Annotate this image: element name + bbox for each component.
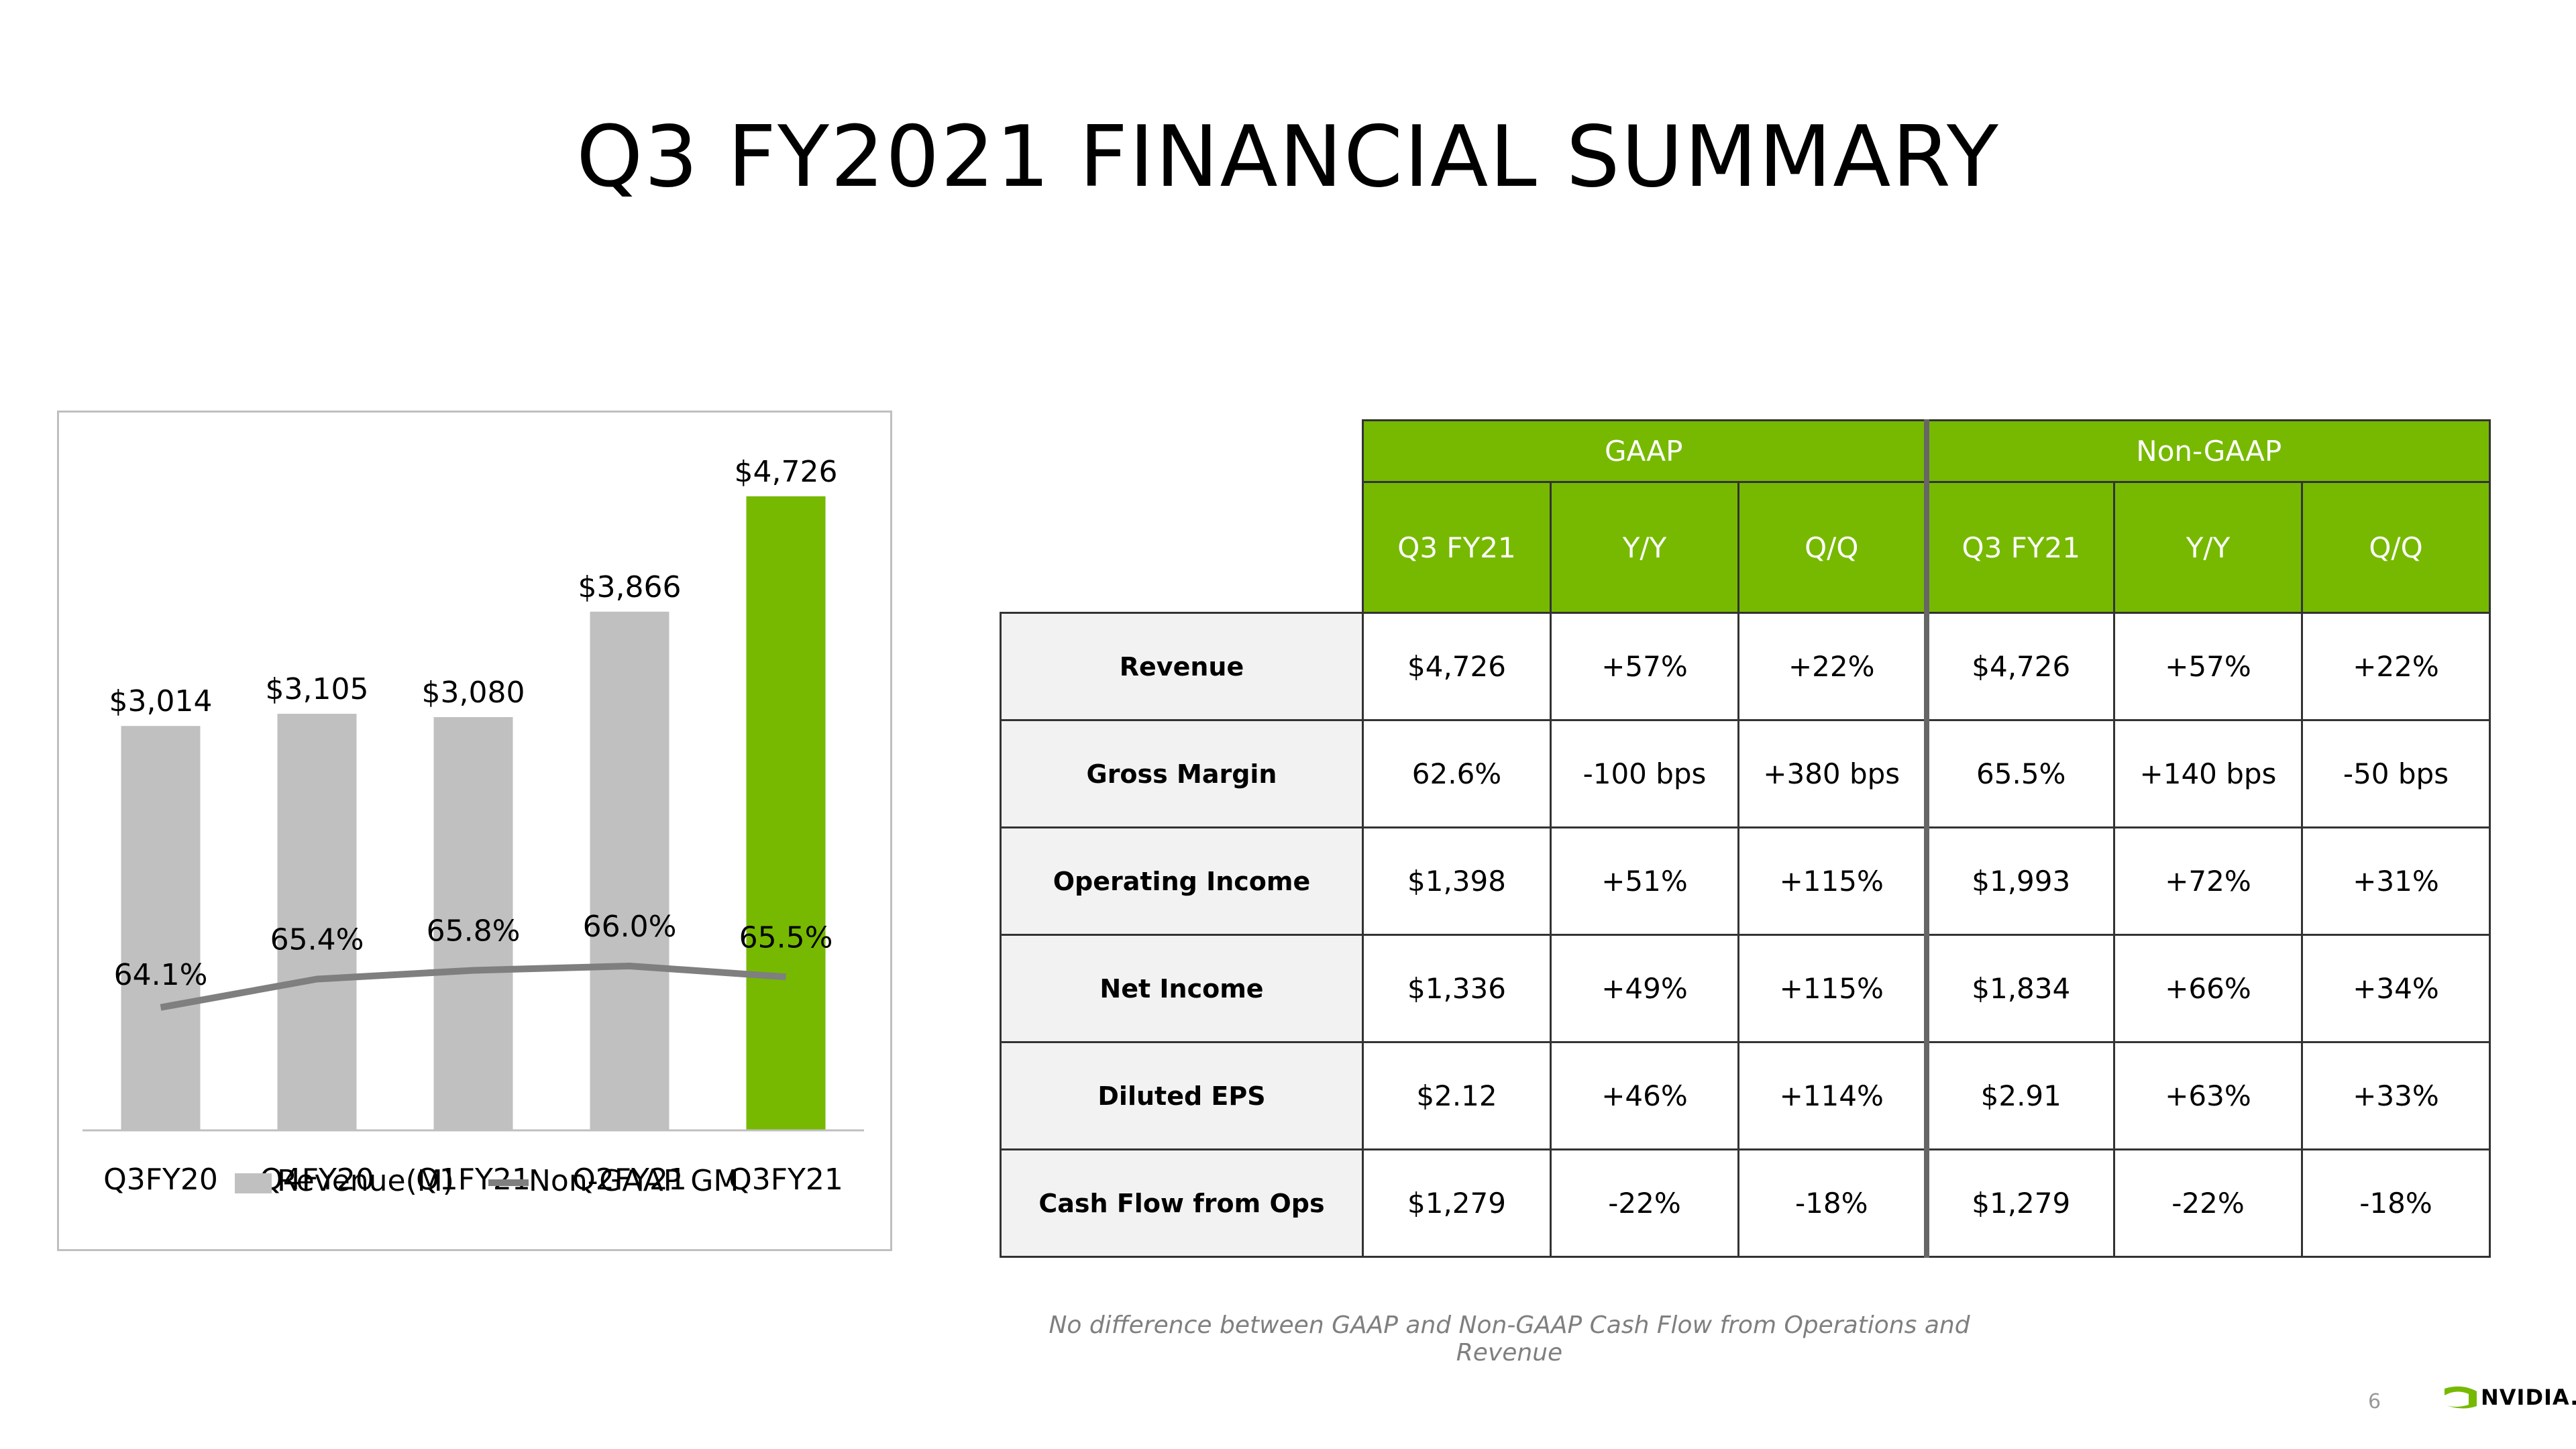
row-label: Cash Flow from Ops xyxy=(1000,1148,1364,1258)
bar-data-label: $4,726 xyxy=(735,455,838,489)
bar-data-label: $3,105 xyxy=(266,672,369,706)
footnote: No difference between GAAP and Non-GAAP … xyxy=(1049,1311,1970,1366)
table-row: Revenue $4,726 +57% +22% $4,726 +57% +22… xyxy=(1000,612,2491,721)
table-cell: $1,279 xyxy=(1923,1148,2115,1258)
page-number: 6 xyxy=(2368,1390,2381,1413)
table-cell: -18% xyxy=(2301,1148,2491,1258)
table-cell: +63% xyxy=(2113,1041,2303,1150)
line-data-label: 66.0% xyxy=(583,910,677,944)
column-header: Q/Q xyxy=(1737,481,1927,614)
legend-label-revenue: Revenue(M) xyxy=(277,1164,454,1198)
table-cell: -22% xyxy=(2113,1148,2303,1258)
table-cell: -22% xyxy=(1550,1148,1739,1258)
table-cell: +380 bps xyxy=(1737,719,1927,828)
column-header: Q3 FY21 xyxy=(1923,481,2115,614)
table-cell: $1,279 xyxy=(1362,1148,1552,1258)
legend-label-gm: Non-GAAP GM xyxy=(529,1164,739,1198)
table-cell: 62.6% xyxy=(1362,719,1552,828)
column-header: Y/Y xyxy=(2113,481,2303,614)
column-header: Y/Y xyxy=(1550,481,1739,614)
table-cell: +140 bps xyxy=(2113,719,2303,828)
table-cell: +114% xyxy=(1737,1041,1927,1150)
table-cell: $4,726 xyxy=(1923,612,2115,721)
category-tick-label: Q2FY21 xyxy=(572,1163,687,1197)
bar-data-label: $3,866 xyxy=(578,570,682,604)
table-cell: +72% xyxy=(2113,826,2303,936)
table-cell: +46% xyxy=(1550,1041,1739,1150)
bar-data-label: $3,014 xyxy=(109,684,213,718)
table-cell: $2.91 xyxy=(1923,1041,2115,1150)
table-corner-2 xyxy=(1001,482,1363,613)
revenue-bar xyxy=(746,496,826,1130)
table-row: Cash Flow from Ops $1,279 -22% -18% $1,2… xyxy=(1000,1148,2491,1258)
table-cell: +22% xyxy=(2301,612,2491,721)
revenue-bar xyxy=(590,611,669,1130)
group-header-gaap: GAAP xyxy=(1362,419,1927,483)
table-cell: $1,834 xyxy=(1923,934,2115,1043)
revenue-bar xyxy=(433,717,513,1130)
row-label: Revenue xyxy=(1000,612,1364,721)
table-corner xyxy=(1001,421,1363,482)
row-label: Operating Income xyxy=(1000,826,1364,936)
revenue-bar xyxy=(277,714,357,1130)
table-cell: $1,398 xyxy=(1362,826,1552,936)
table-cell: +34% xyxy=(2301,934,2491,1043)
category-tick-label: Q4FY20 xyxy=(260,1163,374,1197)
table-cell: -18% xyxy=(1737,1148,1927,1258)
table-row: Operating Income $1,398 +51% +115% $1,99… xyxy=(1000,826,2491,936)
table-cell: +66% xyxy=(2113,934,2303,1043)
table-cell: +115% xyxy=(1737,934,1927,1043)
table-cell: $1,336 xyxy=(1362,934,1552,1043)
table-row: Net Income $1,336 +49% +115% $1,834 +66%… xyxy=(1000,934,2491,1043)
column-header: Q3 FY21 xyxy=(1362,481,1552,614)
bar-data-label: $3,080 xyxy=(422,676,525,710)
legend-swatch-revenue xyxy=(235,1173,272,1193)
table-cell: +31% xyxy=(2301,826,2491,936)
table-row: Diluted EPS $2.12 +46% +114% $2.91 +63% … xyxy=(1000,1041,2491,1150)
table-cell: $2.12 xyxy=(1362,1041,1552,1150)
financial-summary-table: GAAP Non-GAAP Q3 FY21 Y/Y Q/Q Q3 FY21 Y/… xyxy=(1000,419,2491,1258)
group-header-non-gaap: Non-GAAP xyxy=(1923,419,2491,483)
line-data-label: 65.8% xyxy=(427,914,521,949)
revenue-chart: $3,014 $3,105 $3,080 $3,866 $4,726 Q3FY20 Q4FY… xyxy=(57,411,892,1251)
nvidia-logo-text: NVIDIA. xyxy=(2481,1385,2576,1410)
table-cell: +51% xyxy=(1550,826,1739,936)
table-cell: +22% xyxy=(1737,612,1927,721)
non-gaap-gm-line xyxy=(160,963,786,1011)
table-cell: +33% xyxy=(2301,1041,2491,1150)
line-data-label: 65.4% xyxy=(270,923,364,957)
table-cell: $1,993 xyxy=(1923,826,2115,936)
table-cell: +57% xyxy=(2113,612,2303,721)
category-tick-label: Q3FY21 xyxy=(729,1163,843,1197)
category-tick-label: Q3FY20 xyxy=(103,1163,218,1197)
page-title: Q3 FY2021 FINANCIAL SUMMARY xyxy=(576,107,2000,206)
table-cell: 65.5% xyxy=(1923,719,2115,828)
row-label: Gross Margin xyxy=(1000,719,1364,828)
table-cell: -100 bps xyxy=(1550,719,1739,828)
column-header: Q/Q xyxy=(2301,481,2491,614)
table-cell: +57% xyxy=(1550,612,1739,721)
table-cell: +115% xyxy=(1737,826,1927,936)
table-cell: $4,726 xyxy=(1362,612,1552,721)
table-cell: -50 bps xyxy=(2301,719,2491,828)
table-cell: +49% xyxy=(1550,934,1739,1043)
row-label: Diluted EPS xyxy=(1000,1041,1364,1150)
row-label: Net Income xyxy=(1000,934,1364,1043)
table-row: Gross Margin 62.6% -100 bps +380 bps 65.… xyxy=(1000,719,2491,828)
nvidia-logo-icon xyxy=(2445,1386,2477,1409)
line-data-label: 64.1% xyxy=(114,958,208,992)
revenue-chart-svg: $3,014 $3,105 $3,080 $3,866 $4,726 Q3FY20 Q4FY… xyxy=(83,455,864,1198)
line-data-label: 65.5% xyxy=(739,920,833,955)
revenue-bar xyxy=(121,726,201,1130)
